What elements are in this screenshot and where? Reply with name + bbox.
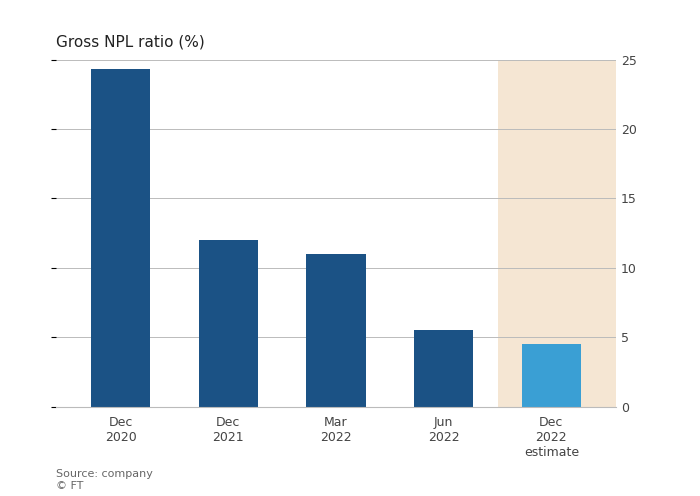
Text: Source: company
© FT: Source: company © FT bbox=[56, 469, 153, 491]
Bar bbox=[414, 330, 473, 407]
Bar bbox=[199, 240, 258, 407]
Bar bbox=[522, 344, 581, 407]
Text: Gross NPL ratio (%): Gross NPL ratio (%) bbox=[56, 35, 204, 50]
Bar bbox=[498, 60, 616, 407]
Bar bbox=[91, 69, 150, 407]
Bar bbox=[307, 254, 365, 407]
